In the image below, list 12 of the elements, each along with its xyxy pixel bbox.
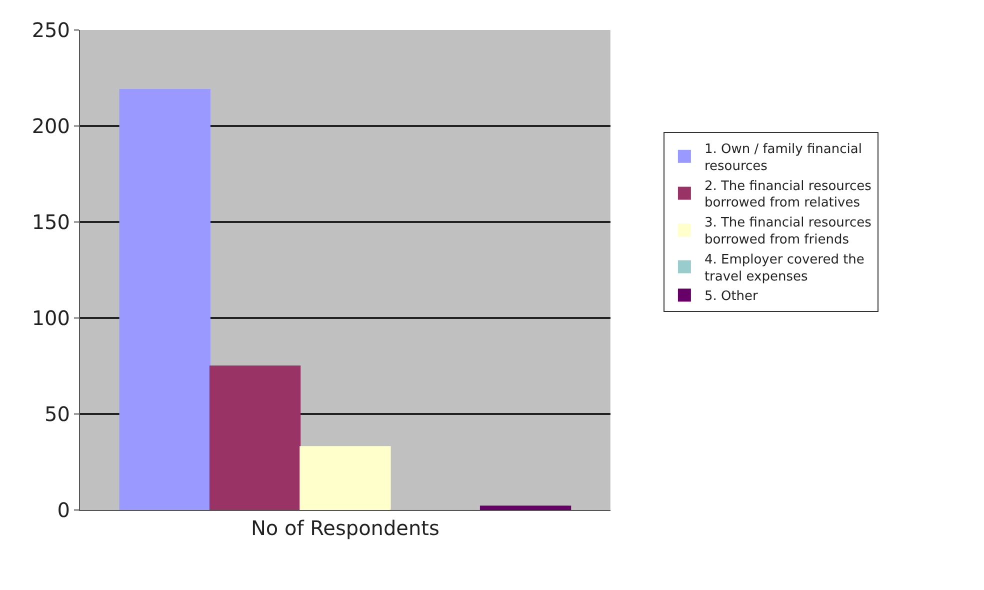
y-tick-label: 200	[32, 114, 70, 138]
legend-label: 1. Own / family financial resources	[704, 142, 862, 174]
y-tick-label: 0	[57, 498, 70, 522]
y-tick-label: 250	[32, 18, 70, 42]
y-tick-label: 150	[32, 210, 70, 234]
y-tick-label: 100	[32, 306, 70, 330]
x-tick-label: No of Respondents	[250, 516, 440, 540]
legend-label: 5. Other	[704, 289, 759, 304]
y-tick-label: 50	[44, 402, 70, 426]
legend-label: 3. The financial resources borrowed from friends	[704, 216, 872, 248]
legend-label: 2. The financial resources borrowed from relatives	[704, 178, 872, 211]
legend-label: 4. Employer covered the travel expenses	[704, 252, 864, 284]
